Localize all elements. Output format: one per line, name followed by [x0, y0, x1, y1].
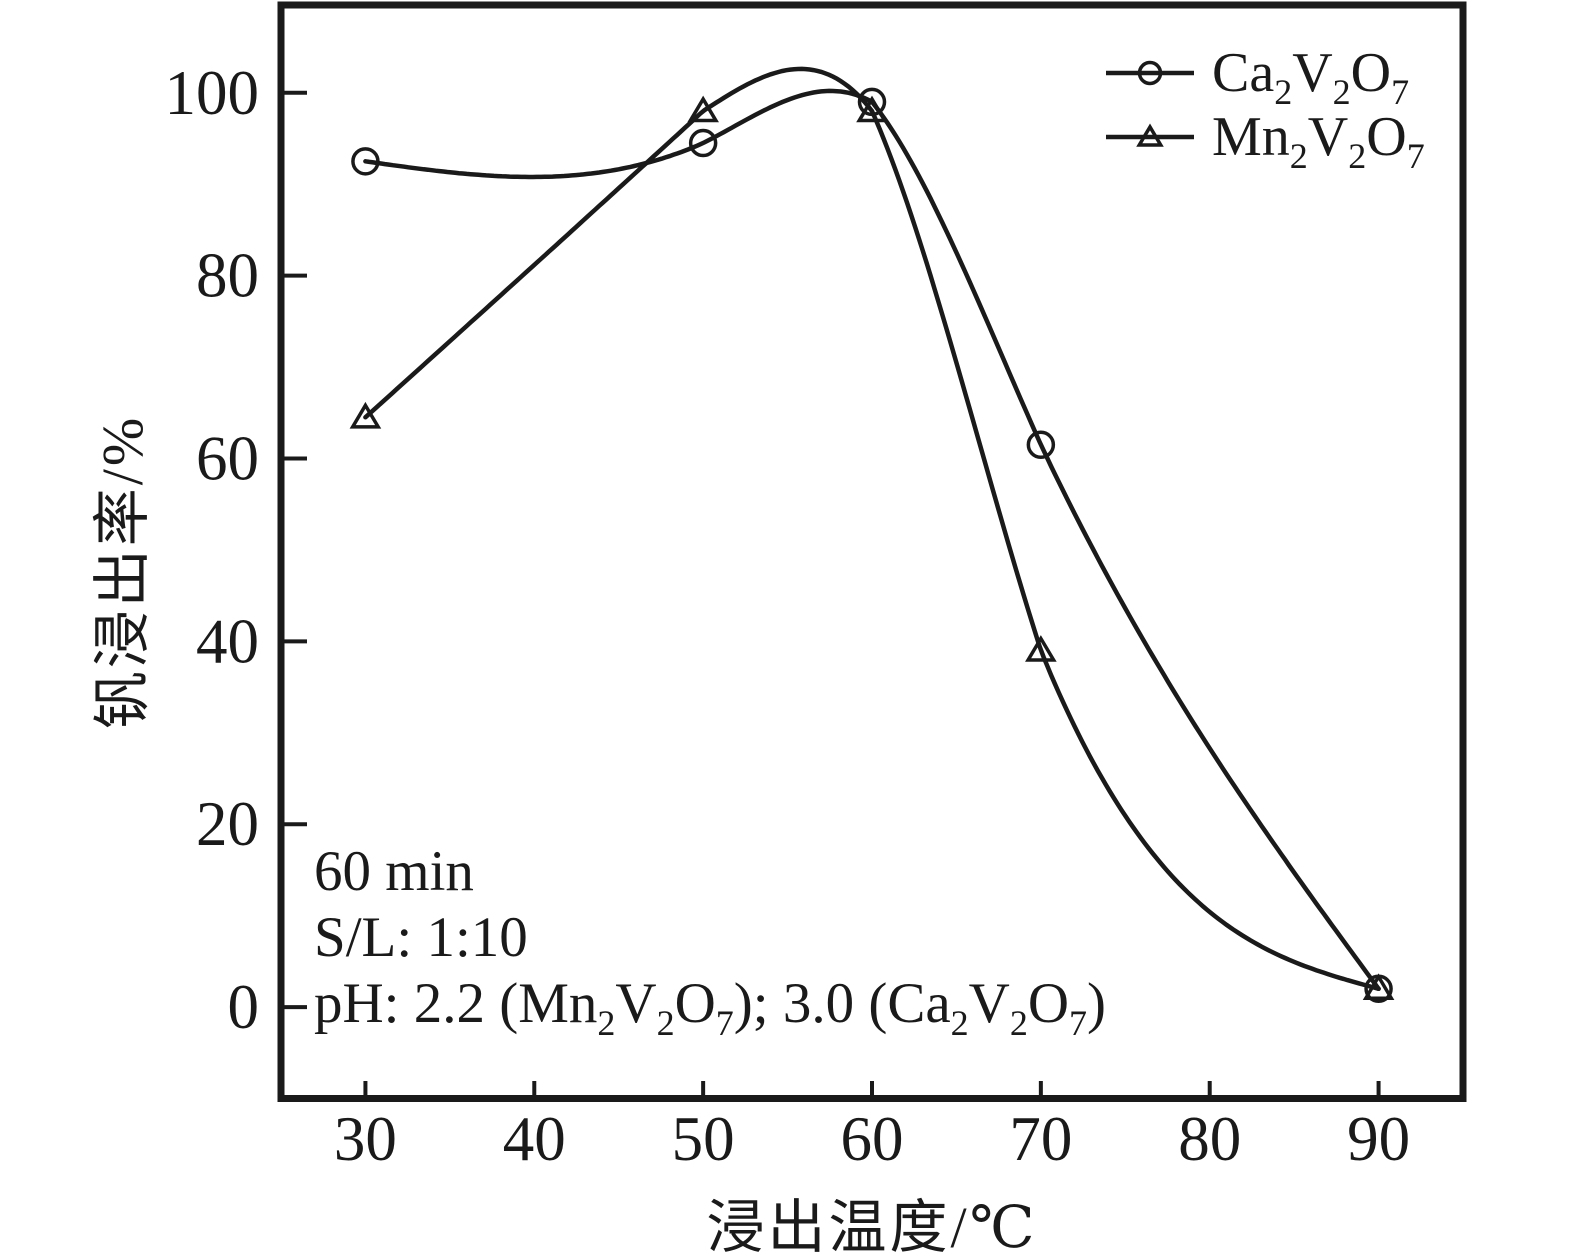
y-tick-label: 80 — [196, 241, 259, 311]
circle-icon — [857, 87, 887, 117]
series-curves — [363, 66, 1381, 992]
x-tick-label: 50 — [672, 1104, 735, 1174]
legend-label-Ca2V2O7: Ca2V2O7 — [1212, 42, 1409, 112]
markers-Mn2V2O7 — [349, 95, 1395, 1001]
triangle-up-icon — [1136, 123, 1164, 147]
legend-item-Mn2V2O7: Mn2V2O7 — [1106, 106, 1425, 176]
x-tick-label: 90 — [1347, 1104, 1410, 1174]
triangle-up-icon — [1362, 973, 1395, 1001]
markers-Ca2V2O7 — [351, 87, 1393, 1004]
annotation-solid-liquid-ratio: S/L: 1:10 — [314, 906, 528, 969]
circle-icon — [688, 128, 718, 158]
triangle-up-icon — [856, 95, 888, 123]
triangle-up-icon — [1025, 635, 1057, 662]
y-tick-label: 60 — [196, 423, 259, 493]
annotation-leach-time: 60 min — [314, 840, 474, 903]
circle-icon — [1137, 60, 1163, 86]
series-markers — [349, 87, 1395, 1004]
annotation-ph-condition: pH: 2.2 (Mn2V2O7); 3.0 (Ca2V2O7) — [314, 972, 1106, 1043]
y-tick-label: 40 — [196, 606, 259, 676]
triangle-up-icon — [687, 95, 719, 123]
x-axis-title: 浸出温度/℃ — [707, 1195, 1038, 1260]
y-axis-title: 钒浸出率/% — [90, 415, 155, 729]
x-tick-label: 70 — [1009, 1104, 1072, 1174]
series-curve-Mn2V2O7 — [363, 66, 1381, 992]
triangle-up-icon — [349, 401, 382, 429]
y-tick-label: 100 — [165, 58, 260, 128]
y-tick-label: 20 — [196, 789, 259, 859]
y-axis: 0 20 40 60 80 100 — [165, 58, 307, 1042]
x-tick-label: 60 — [841, 1104, 904, 1174]
x-tick-label: 40 — [503, 1104, 566, 1174]
circle-icon — [351, 147, 380, 176]
legend-item-Ca2V2O7: Ca2V2O7 — [1106, 42, 1409, 112]
x-tick-label: 30 — [334, 1104, 397, 1174]
plot-border — [277, 1, 1467, 1102]
x-tick-label: 80 — [1178, 1104, 1241, 1174]
x-axis: 30 40 50 60 70 80 90 — [334, 1081, 1410, 1174]
series-curve-Ca2V2O7 — [363, 88, 1381, 992]
y-tick-label: 0 — [228, 972, 260, 1042]
legend-label-Mn2V2O7: Mn2V2O7 — [1212, 106, 1425, 176]
circle-icon — [1026, 430, 1056, 460]
